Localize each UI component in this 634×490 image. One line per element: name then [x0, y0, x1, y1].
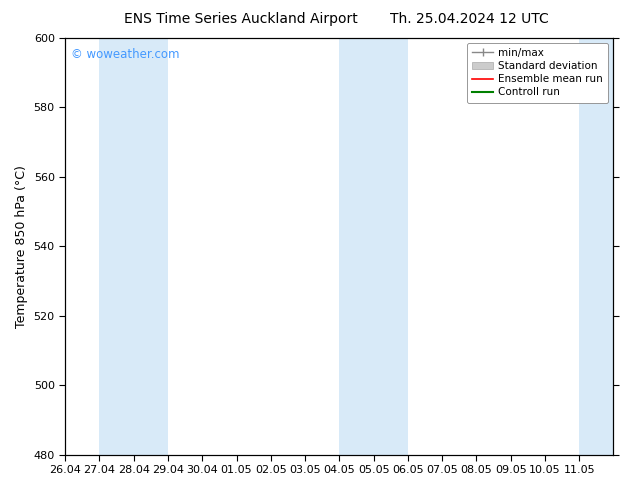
Text: © woweather.com: © woweather.com [71, 48, 179, 61]
Text: Th. 25.04.2024 12 UTC: Th. 25.04.2024 12 UTC [390, 12, 548, 26]
Bar [579, 38, 614, 455]
Bar [339, 38, 408, 455]
Bar [100, 38, 168, 455]
Y-axis label: Temperature 850 hPa (°C): Temperature 850 hPa (°C) [15, 165, 28, 327]
Text: ENS Time Series Auckland Airport: ENS Time Series Auckland Airport [124, 12, 358, 26]
Legend: min/max, Standard deviation, Ensemble mean run, Controll run: min/max, Standard deviation, Ensemble me… [467, 43, 608, 102]
